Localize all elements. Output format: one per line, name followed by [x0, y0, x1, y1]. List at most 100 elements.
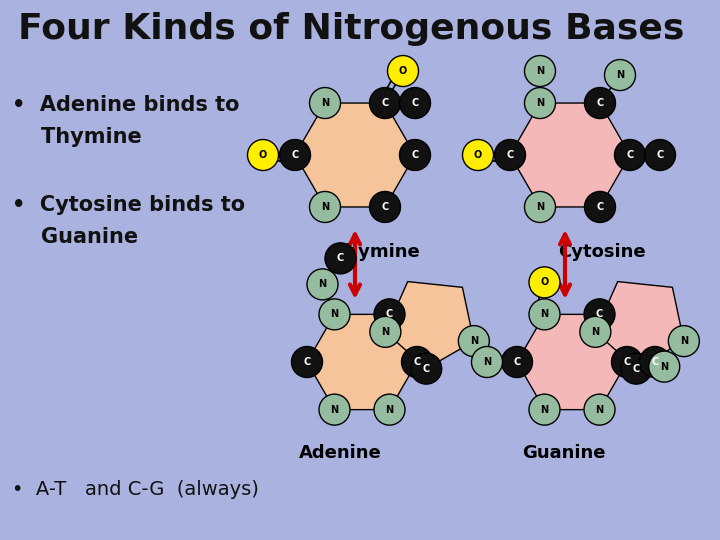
Circle shape — [472, 347, 503, 377]
Circle shape — [319, 394, 350, 425]
Circle shape — [524, 192, 556, 222]
Text: C: C — [657, 150, 664, 160]
Text: Cytosine: Cytosine — [558, 243, 646, 261]
Circle shape — [369, 87, 400, 119]
Circle shape — [307, 269, 338, 300]
Circle shape — [524, 56, 556, 86]
Text: N: N — [469, 336, 478, 346]
Text: N: N — [680, 336, 688, 346]
Text: Adenine: Adenine — [299, 444, 382, 462]
Text: N: N — [318, 279, 327, 289]
Circle shape — [400, 139, 431, 171]
Text: C: C — [596, 98, 603, 108]
Text: •  A-T   and C-G  (always): • A-T and C-G (always) — [12, 480, 259, 499]
Circle shape — [495, 139, 526, 171]
Text: C: C — [423, 363, 430, 374]
Text: N: N — [541, 309, 549, 319]
Circle shape — [310, 87, 341, 119]
Circle shape — [644, 139, 675, 171]
Text: Four Kinds of Nitrogenous Bases: Four Kinds of Nitrogenous Bases — [18, 12, 685, 46]
Circle shape — [524, 87, 556, 119]
Text: N: N — [660, 362, 668, 372]
Circle shape — [668, 326, 699, 356]
Text: O: O — [541, 278, 549, 287]
Circle shape — [502, 347, 533, 377]
Text: C: C — [633, 363, 640, 374]
Text: N: N — [330, 309, 338, 319]
Circle shape — [400, 87, 431, 119]
Text: •  Adenine binds to: • Adenine binds to — [12, 95, 240, 115]
Text: C: C — [386, 309, 393, 319]
Text: Thymine: Thymine — [12, 127, 142, 147]
Text: N: N — [591, 327, 600, 337]
Text: C: C — [624, 357, 631, 367]
Text: C: C — [411, 98, 418, 108]
Text: C: C — [626, 150, 634, 160]
Text: C: C — [596, 309, 603, 319]
Text: C: C — [413, 357, 420, 367]
Text: C: C — [337, 253, 344, 264]
Circle shape — [319, 299, 350, 330]
Circle shape — [310, 192, 341, 222]
Text: C: C — [382, 98, 389, 108]
Circle shape — [584, 394, 615, 425]
Polygon shape — [385, 281, 474, 369]
Text: N: N — [536, 66, 544, 76]
Circle shape — [529, 394, 560, 425]
Circle shape — [374, 299, 405, 330]
Text: C: C — [292, 150, 299, 160]
Text: N: N — [321, 98, 329, 108]
Circle shape — [585, 192, 616, 222]
Text: N: N — [321, 202, 329, 212]
Text: N: N — [536, 98, 544, 108]
Text: C: C — [411, 150, 418, 160]
Circle shape — [614, 139, 646, 171]
Circle shape — [649, 351, 680, 382]
Circle shape — [387, 56, 418, 86]
Text: N: N — [382, 327, 390, 337]
Circle shape — [459, 326, 490, 356]
Polygon shape — [595, 281, 684, 369]
Polygon shape — [295, 103, 415, 207]
Text: N: N — [616, 70, 624, 80]
Text: Guanine: Guanine — [12, 227, 138, 247]
Text: C: C — [513, 357, 521, 367]
Text: Thymine: Thymine — [333, 243, 420, 261]
Text: O: O — [399, 66, 407, 76]
Text: N: N — [541, 404, 549, 415]
Polygon shape — [510, 103, 630, 207]
Text: C: C — [506, 150, 513, 160]
Circle shape — [370, 316, 401, 347]
Circle shape — [580, 316, 611, 347]
Text: O: O — [259, 150, 267, 160]
Text: N: N — [330, 404, 338, 415]
Text: •  Cytosine binds to: • Cytosine binds to — [12, 195, 245, 215]
Circle shape — [292, 347, 323, 377]
Text: C: C — [596, 202, 603, 212]
Circle shape — [369, 192, 400, 222]
Circle shape — [410, 353, 442, 384]
Circle shape — [374, 394, 405, 425]
Text: N: N — [595, 404, 603, 415]
Circle shape — [462, 139, 493, 171]
Circle shape — [611, 347, 642, 377]
Text: Guanine: Guanine — [522, 444, 606, 462]
Circle shape — [585, 87, 616, 119]
Text: C: C — [303, 357, 310, 367]
Text: C: C — [382, 202, 389, 212]
Text: C: C — [652, 357, 659, 367]
Circle shape — [639, 347, 670, 377]
Circle shape — [402, 347, 433, 377]
Circle shape — [605, 59, 636, 91]
Circle shape — [325, 243, 356, 274]
Circle shape — [248, 139, 279, 171]
Circle shape — [529, 299, 560, 330]
Circle shape — [279, 139, 310, 171]
Text: N: N — [536, 202, 544, 212]
Text: N: N — [385, 404, 394, 415]
Text: O: O — [474, 150, 482, 160]
Circle shape — [621, 353, 652, 384]
Text: N: N — [483, 357, 491, 367]
Polygon shape — [307, 314, 417, 410]
Circle shape — [584, 299, 615, 330]
